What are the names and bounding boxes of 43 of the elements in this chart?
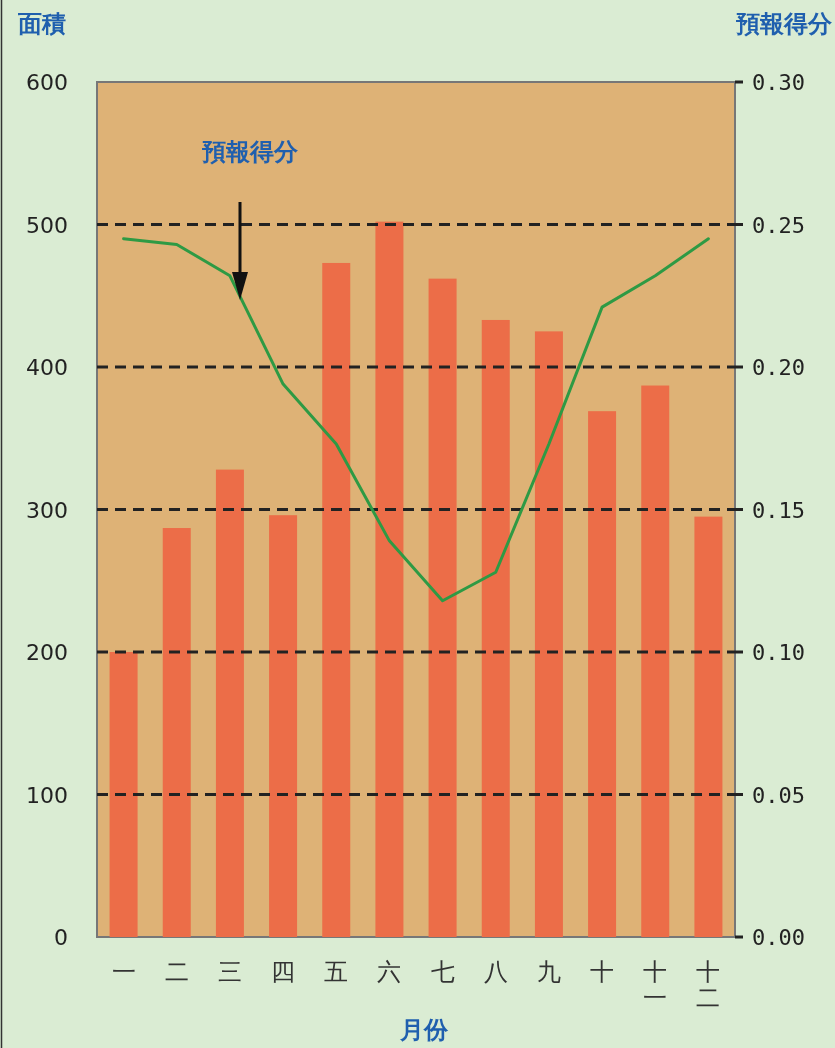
y2-tick-label: 0.15 — [752, 497, 805, 523]
x-tick-label: 七 — [430, 958, 455, 986]
y2-tick-label: 0.30 — [752, 70, 805, 95]
bar — [162, 528, 191, 937]
x-tick-label: 八 — [483, 958, 508, 986]
bar — [109, 652, 138, 937]
annotation: 預報得分 — [201, 138, 299, 166]
bar — [588, 411, 617, 937]
y-tick-label: 600 — [26, 70, 68, 95]
y2-tick-label: 0.00 — [752, 925, 805, 950]
x-tick-label: 六 — [377, 958, 402, 986]
x-tick-label: 二 — [164, 958, 189, 986]
x-tick-label: 五 — [324, 958, 349, 986]
bar — [534, 331, 563, 937]
bar — [215, 469, 244, 937]
y-tick-label: 500 — [26, 212, 68, 238]
y-tick-label: 300 — [26, 497, 68, 523]
y-tick-label: 200 — [26, 640, 68, 665]
y-tick-label: 400 — [26, 355, 68, 380]
bar — [375, 221, 404, 937]
x-tick-label: 十 — [590, 958, 615, 986]
y2-tick-label: 0.25 — [752, 212, 805, 238]
bar — [428, 278, 457, 937]
x-tick-label: 十一 — [643, 958, 668, 1012]
x-axis-title: 月份 — [399, 1016, 449, 1044]
y-axis-title: 面積 — [17, 10, 66, 38]
bar — [269, 515, 298, 937]
x-tick-label: 四 — [271, 958, 296, 986]
bar — [694, 516, 723, 937]
x-tick-label: 十二 — [696, 958, 721, 1012]
y2-tick-label: 0.10 — [752, 640, 805, 665]
y2-tick-label: 0.20 — [752, 355, 805, 380]
y2-tick-label: 0.05 — [752, 782, 805, 808]
x-tick-label: 三 — [217, 958, 242, 986]
line-series — [122, 237, 710, 603]
y-tick-label: 0 — [54, 925, 68, 950]
bar — [322, 262, 351, 937]
bar — [641, 385, 670, 937]
x-tick-label: 九 — [536, 958, 561, 986]
x-tick-label: 一 — [111, 958, 136, 986]
y2-axis-title: 預報得分 — [735, 10, 833, 38]
y-tick-label: 100 — [26, 782, 68, 808]
bar — [481, 319, 510, 937]
